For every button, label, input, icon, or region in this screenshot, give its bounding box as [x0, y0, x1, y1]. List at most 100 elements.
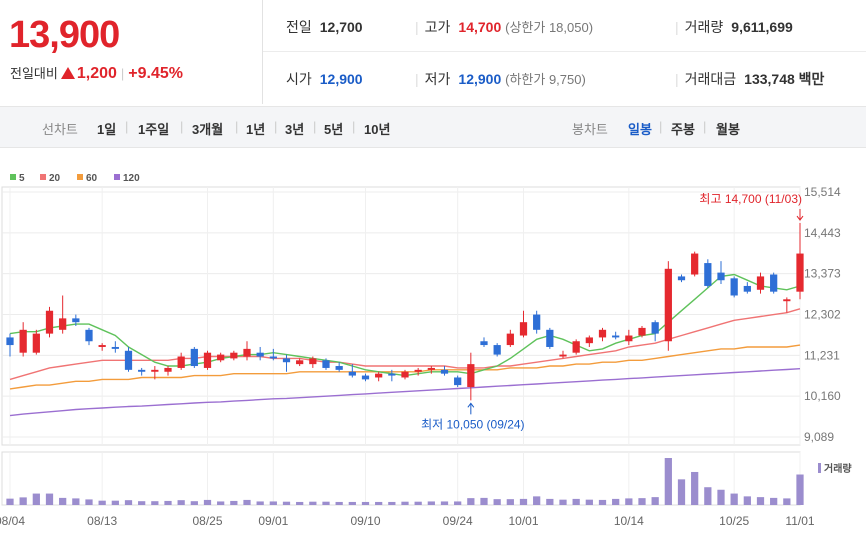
candle: [217, 352, 225, 363]
volume-bar: [612, 498, 620, 505]
candle-body: [388, 373, 396, 376]
candle-body: [651, 322, 659, 334]
volume-bar: [519, 498, 528, 505]
volume-bar: [124, 500, 133, 505]
amount-unit: 백만: [798, 71, 825, 87]
candle-body: [612, 335, 620, 338]
period-3m[interactable]: 3개월: [192, 122, 224, 137]
amount-value: 133,748: [744, 71, 795, 87]
candle: [45, 306, 54, 338]
period-1d[interactable]: 1일: [97, 122, 117, 137]
legend-label: 120: [123, 173, 140, 184]
candle: [309, 356, 317, 368]
candle-body: [45, 310, 54, 334]
volume-bar: [743, 496, 751, 505]
candle: [348, 364, 356, 378]
x-tick-label: 08/13: [87, 514, 117, 528]
volume-bar: [203, 499, 212, 505]
volume-bar: [177, 500, 185, 505]
candle: [717, 261, 725, 285]
candle-body: [322, 360, 330, 368]
candle-body: [151, 369, 159, 372]
volume-bar: [151, 501, 159, 505]
candle: [612, 331, 620, 340]
change-amount: 1,200: [76, 65, 117, 82]
high-label: 고가: [424, 19, 451, 35]
candle-daily[interactable]: 일봉: [628, 122, 652, 137]
candle: [572, 339, 580, 355]
period-1w[interactable]: 1주일: [138, 122, 170, 137]
volume-bar: [256, 501, 264, 505]
candle: [388, 369, 396, 382]
candle-body: [164, 367, 172, 372]
volume-bar: [6, 498, 14, 505]
prev-close-value: 12,700: [319, 19, 363, 35]
candle-body: [585, 337, 593, 344]
candle: [151, 366, 159, 380]
candle-chart-label: 봉차트: [572, 122, 608, 137]
candle-body: [454, 377, 462, 386]
y-tick-label: 14,443: [804, 226, 841, 240]
legend-swatch: [40, 174, 46, 180]
volume-value: 9,611,699: [731, 19, 793, 35]
divider: |: [703, 119, 707, 134]
candle-weekly[interactable]: 주봉: [671, 122, 695, 137]
price-box: 13,900 전일대비 1,200 | +9.45%: [0, 0, 263, 104]
y-tick-label: 11,231: [804, 348, 840, 362]
candle-body: [361, 375, 370, 380]
candle: [427, 366, 435, 374]
x-tick-label: 10/14: [614, 514, 644, 528]
candle-body: [282, 358, 291, 363]
candle-body: [124, 350, 133, 370]
volume-bar: [796, 474, 804, 505]
volume-bar: [296, 501, 304, 505]
legend-label: 60: [86, 173, 98, 184]
divider: |: [675, 71, 679, 87]
candle-body: [625, 335, 633, 342]
volume-bar: [467, 498, 475, 505]
open-price: 시가 12,900: [286, 69, 363, 89]
candle: [361, 373, 370, 382]
candle-body: [704, 263, 712, 286]
candle-body: [770, 274, 778, 292]
volume-bar: [638, 498, 646, 505]
volume-bar: [717, 489, 725, 505]
candle-body: [691, 253, 699, 275]
period-1y[interactable]: 1년: [246, 122, 266, 137]
change-percent: +9.45%: [128, 65, 183, 82]
x-tick-label: 08/04: [0, 514, 25, 528]
line-chart-label: 선차트: [42, 122, 78, 137]
candle: [783, 297, 791, 313]
candle-body: [414, 369, 422, 372]
candle-body: [375, 373, 383, 378]
volume-bar: [309, 501, 317, 505]
candle: [625, 329, 633, 346]
candle: [467, 352, 475, 401]
candle-body: [401, 371, 409, 378]
x-tick-label: 10/25: [719, 514, 749, 528]
period-3y[interactable]: 3년: [285, 122, 305, 137]
y-tick-label: 10,160: [804, 389, 841, 403]
candle: [493, 343, 501, 357]
candle: [519, 310, 528, 338]
candle: [414, 367, 422, 376]
candle: [59, 295, 67, 334]
x-tick-label: 09/10: [350, 514, 380, 528]
candle-body: [440, 369, 449, 374]
period-5y[interactable]: 5년: [324, 122, 344, 137]
candle-body: [546, 329, 554, 347]
y-tick-label: 9,089: [804, 430, 834, 444]
volume-bar: [454, 501, 462, 505]
volume-bar: [111, 500, 119, 505]
period-10y[interactable]: 10년: [364, 122, 391, 137]
volume-bar: [85, 499, 93, 505]
candle: [72, 314, 80, 326]
candle-body: [177, 356, 185, 368]
candle-body: [72, 318, 80, 323]
high-price: | 고가 14,700 (상한가 18,050): [415, 17, 593, 37]
volume-legend-label: 거래량: [824, 462, 852, 475]
x-tick-label: 10/01: [508, 514, 538, 528]
current-price: 13,900: [9, 14, 120, 56]
x-tick-label: 09/01: [258, 514, 288, 528]
candle-monthly[interactable]: 월봉: [716, 122, 740, 137]
